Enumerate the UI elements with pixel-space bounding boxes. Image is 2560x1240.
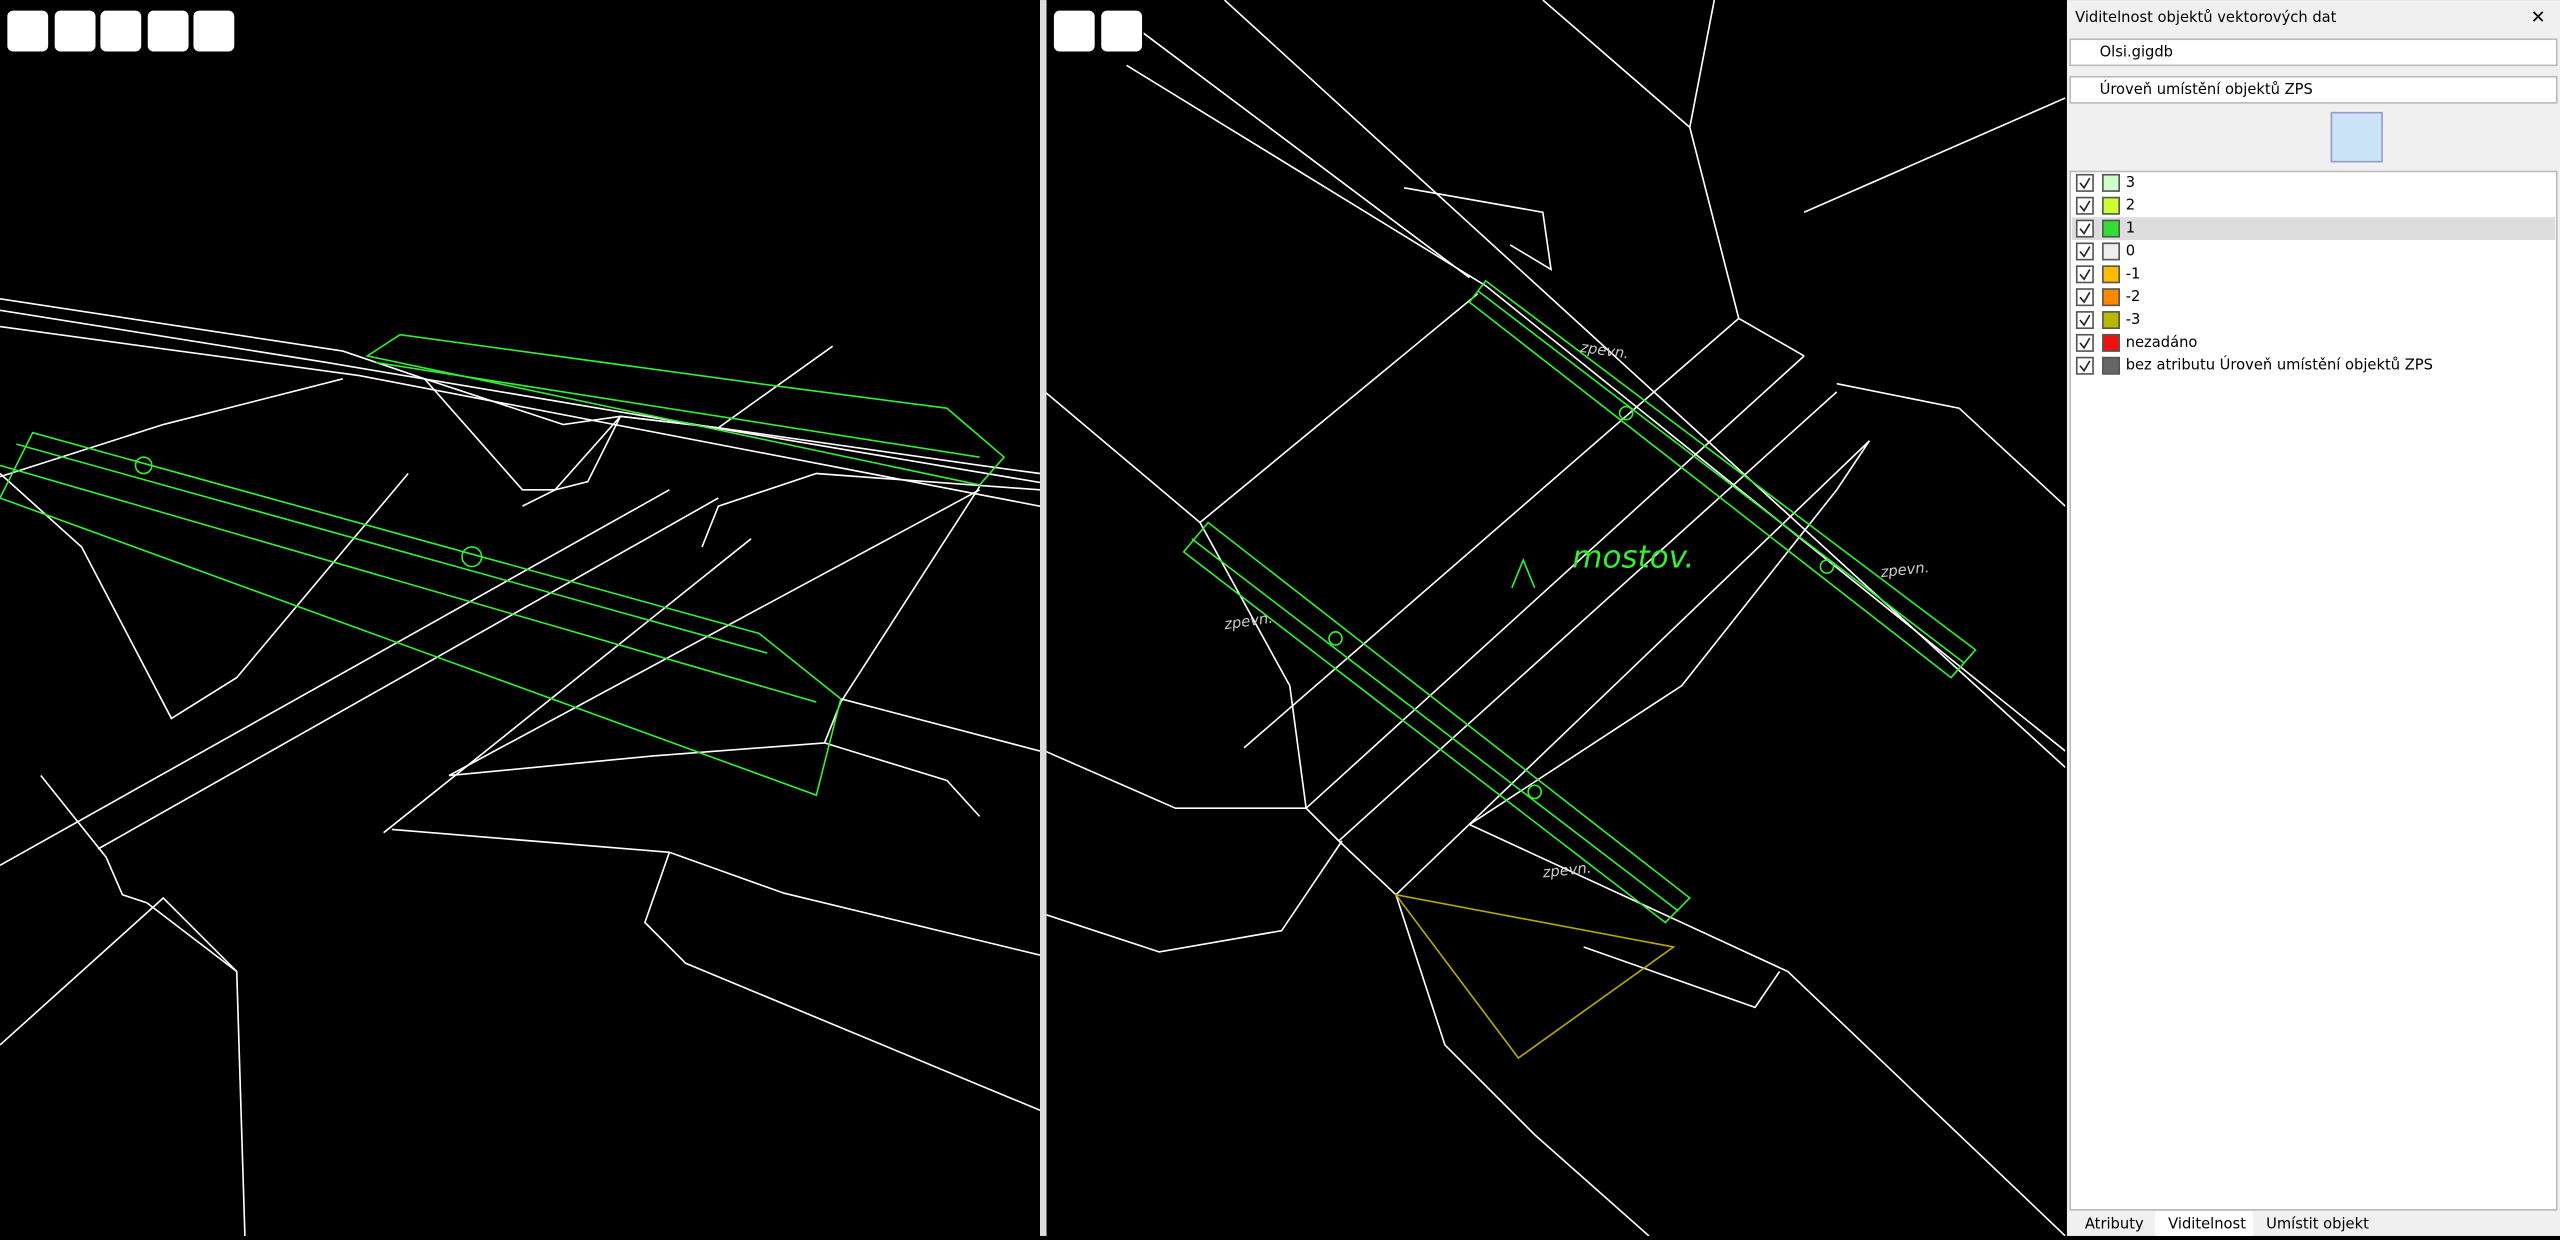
check <box>2079 314 2091 327</box>
item-label: 1 <box>2126 220 2135 237</box>
checkbox[interactable] <box>2075 219 2094 238</box>
check <box>2079 337 2091 350</box>
checkbox[interactable] <box>2075 311 2094 330</box>
swatch <box>2102 288 2120 307</box>
item-label: 0 <box>2126 242 2135 259</box>
check <box>2079 269 2091 281</box>
button[interactable] <box>191 9 236 54</box>
check <box>2079 291 2091 304</box>
panel-title: Viditelnost objektů vektorových dat <box>2075 9 2337 26</box>
item-label: 2 <box>2126 197 2135 214</box>
button[interactable] <box>5 9 50 54</box>
items: 3 2 1 0 -1 -2 -3 nezadáno bez atributu Úroveň um… <box>2075 173 2433 375</box>
tab-active[interactable] <box>2155 1211 2254 1236</box>
check <box>2079 360 2091 373</box>
filter-dropdown[interactable] <box>2069 75 2558 104</box>
swatch <box>2102 219 2120 238</box>
item-label: 3 <box>2126 174 2135 191</box>
button[interactable] <box>1052 9 1097 54</box>
swatch <box>2102 196 2120 215</box>
swatch <box>2102 265 2120 284</box>
swatch <box>2102 311 2120 330</box>
item-label: -3 <box>2126 311 2141 328</box>
swatch <box>2102 242 2120 261</box>
row-highlight <box>2071 217 2556 241</box>
map-label: zpevn. <box>1541 859 1592 881</box>
swatch <box>2102 356 2120 375</box>
palette-button[interactable] <box>2330 111 2383 163</box>
item-label: nezadáno <box>2126 334 2198 351</box>
check <box>2079 177 2091 190</box>
tab[interactable]: Viditelnost <box>2168 1216 2246 1233</box>
checkbox[interactable] <box>2075 288 2094 307</box>
swatch <box>2102 173 2120 192</box>
check <box>2079 200 2091 213</box>
left-map[interactable] <box>0 298 1045 1236</box>
map-label: zpevn. <box>1879 559 1930 581</box>
map-label: zpevn. <box>1222 610 1274 634</box>
button[interactable] <box>98 9 143 54</box>
source-name: Olsi.gigdb <box>2100 43 2173 60</box>
checkbox[interactable] <box>2075 333 2094 352</box>
checkbox[interactable] <box>2075 356 2094 375</box>
item-label: bez atributu Úroveň umístění objektů ZPS <box>2126 356 2433 374</box>
tab[interactable]: Atributy <box>2085 1216 2144 1233</box>
check <box>2079 223 2091 235</box>
item-label: -2 <box>2126 288 2141 305</box>
checkbox[interactable] <box>2075 242 2094 261</box>
checkbox[interactable] <box>2075 173 2094 192</box>
button[interactable] <box>53 9 98 54</box>
left-toolbar[interactable] <box>5 9 1144 54</box>
right-map[interactable]: zpevn. zpevn. zpevn. zpevn. mostov. <box>1045 0 2066 1236</box>
feature-label: mostov. <box>1572 539 1694 575</box>
checkbox[interactable] <box>2075 265 2094 284</box>
item-list <box>2069 170 2558 1211</box>
filter-name: Úroveň umístění objektů ZPS <box>2100 80 2313 98</box>
swatch <box>2102 333 2120 352</box>
button[interactable] <box>146 9 191 54</box>
tab[interactable]: Umístit objekt <box>2266 1216 2369 1233</box>
close[interactable]: ✕ <box>2531 7 2546 28</box>
button[interactable] <box>1099 9 1144 54</box>
map-label: zpevn. <box>1578 339 1630 363</box>
check <box>2079 246 2091 258</box>
checkbox[interactable] <box>2075 196 2094 215</box>
item-label: -1 <box>2126 265 2141 282</box>
source-dropdown[interactable] <box>2069 38 2558 67</box>
